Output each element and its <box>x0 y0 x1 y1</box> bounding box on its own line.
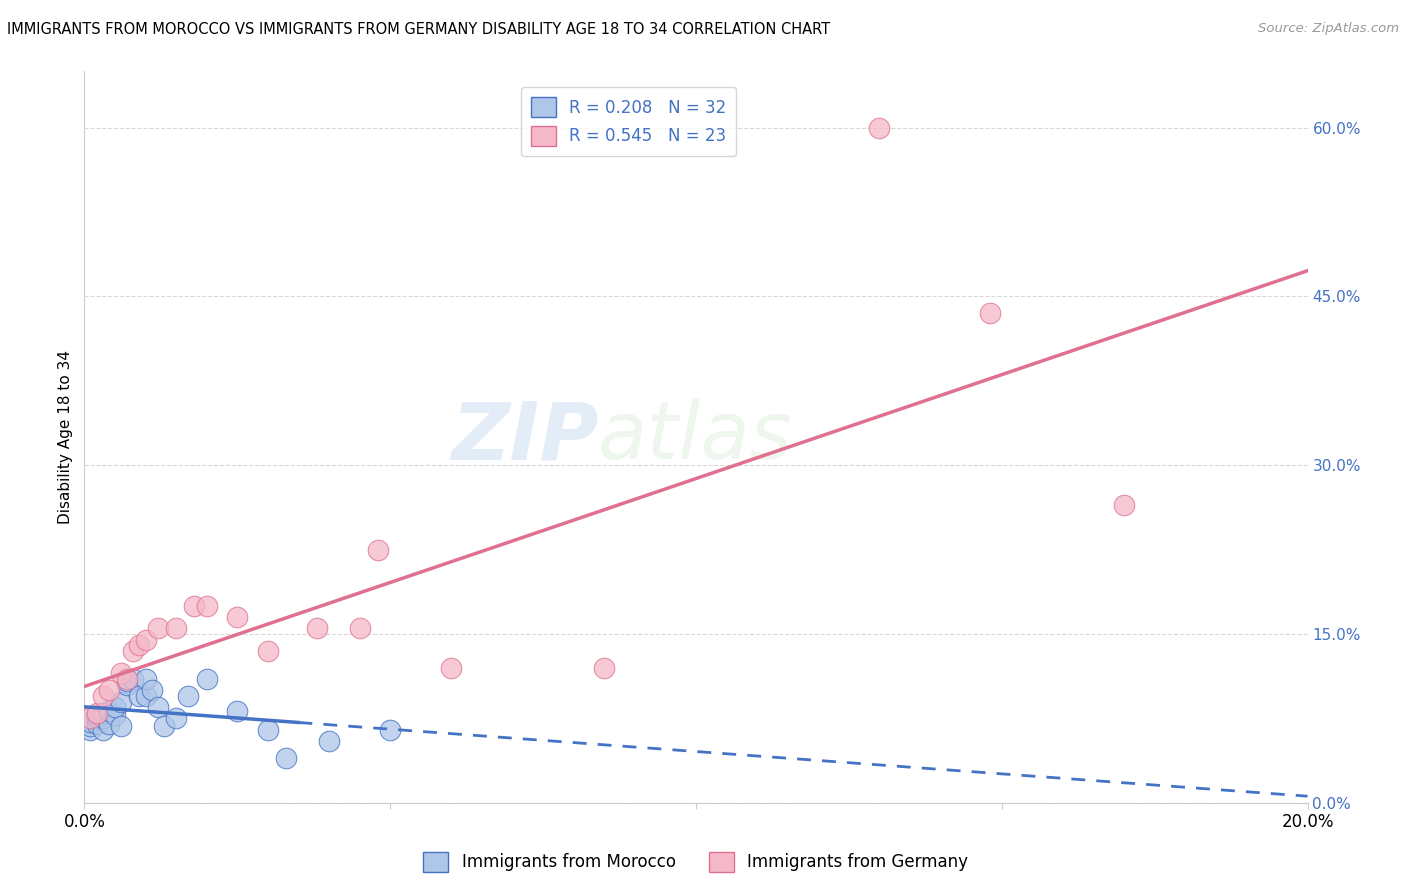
Point <box>318 734 340 748</box>
Point <box>257 723 280 737</box>
Point <box>195 672 218 686</box>
Point <box>110 694 132 708</box>
Y-axis label: Disability Age 18 to 34: Disability Age 18 to 34 <box>58 350 73 524</box>
Point <box>165 711 187 725</box>
Point <box>153 719 176 733</box>
Point <box>380 723 402 737</box>
Point <box>79 711 101 725</box>
Text: ZIP: ZIP <box>451 398 598 476</box>
Point <box>226 704 249 718</box>
Point <box>146 700 169 714</box>
Point <box>979 306 1001 320</box>
Point <box>97 717 120 731</box>
Point <box>128 638 150 652</box>
Point <box>115 678 138 692</box>
Point <box>91 689 114 703</box>
Point <box>183 599 205 613</box>
Point <box>91 723 114 737</box>
Point <box>135 672 157 686</box>
Point <box>97 704 120 718</box>
Point <box>177 689 200 703</box>
Point <box>79 723 101 737</box>
Text: IMMIGRANTS FROM MOROCCO VS IMMIGRANTS FROM GERMANY DISABILITY AGE 18 TO 34 CORRE: IMMIGRANTS FROM MOROCCO VS IMMIGRANTS FR… <box>7 22 830 37</box>
Point <box>110 666 132 681</box>
Legend: Immigrants from Morocco, Immigrants from Germany: Immigrants from Morocco, Immigrants from… <box>416 845 976 879</box>
Point <box>593 661 616 675</box>
Point <box>86 708 108 723</box>
Point <box>165 621 187 635</box>
Point <box>122 644 145 658</box>
Point <box>128 689 150 703</box>
Point <box>869 120 891 135</box>
Text: Source: ZipAtlas.com: Source: ZipAtlas.com <box>1258 22 1399 36</box>
Point <box>104 708 127 723</box>
Point <box>86 711 108 725</box>
Point <box>257 644 280 658</box>
Point <box>110 719 132 733</box>
Point <box>97 683 120 698</box>
Point <box>226 610 249 624</box>
Point <box>349 621 371 635</box>
Point <box>141 683 163 698</box>
Point <box>115 672 138 686</box>
Point <box>115 674 138 689</box>
Point <box>86 706 108 720</box>
Point <box>91 711 114 725</box>
Point <box>1114 498 1136 512</box>
Point <box>104 700 127 714</box>
Point <box>79 719 101 733</box>
Point <box>91 706 114 720</box>
Point <box>276 751 298 765</box>
Point <box>86 717 108 731</box>
Text: atlas: atlas <box>598 398 793 476</box>
Point <box>79 714 101 729</box>
Point <box>440 661 463 675</box>
Point <box>135 689 157 703</box>
Point <box>146 621 169 635</box>
Point <box>195 599 218 613</box>
Point <box>135 632 157 647</box>
Point <box>122 672 145 686</box>
Point <box>305 621 328 635</box>
Point <box>367 542 389 557</box>
